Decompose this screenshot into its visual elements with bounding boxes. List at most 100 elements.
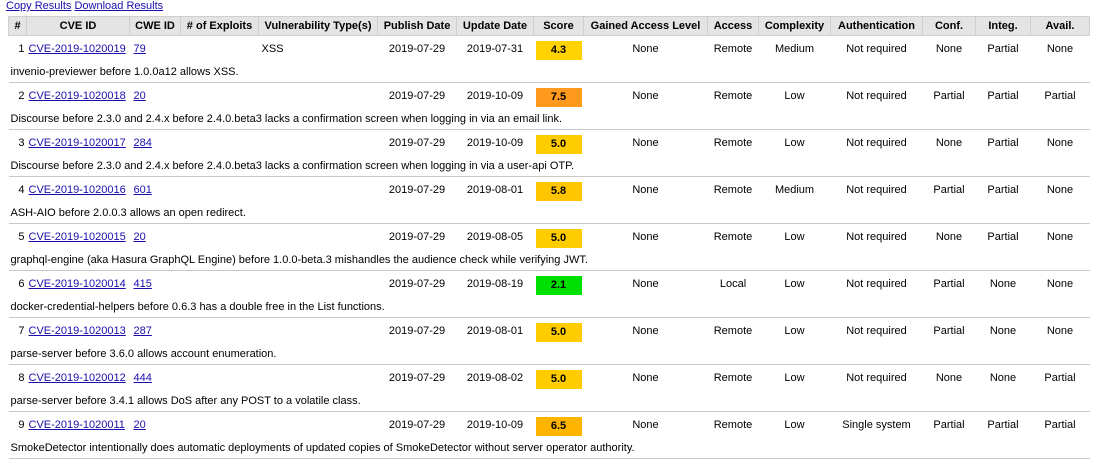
authentication-cell: Not required xyxy=(846,90,907,102)
row-number-cell: 7 xyxy=(18,325,25,337)
description-row: ASH-AIO before 2.0.0.3 allows an open re… xyxy=(8,203,1090,224)
gained-access-level-cell: None xyxy=(632,372,659,384)
update-date-cell: 2019-10-09 xyxy=(466,419,524,431)
table-row: 9 CVE-2019-1020011 20 2019-07-29 2019-10-09 6… xyxy=(9,412,1090,439)
cve-description: invenio-previewer before 1.0.0a12 allows… xyxy=(8,62,1090,83)
score-badge: 5.0 xyxy=(535,370,582,389)
cve-id-link-cell: CVE-2019-1020012 xyxy=(27,365,130,392)
cve-id-link[interactable]: CVE-2019-1020016 xyxy=(28,184,126,196)
cve-id-link-cell: CVE-2019-1020017 xyxy=(27,130,130,157)
description-row: parse-server before 3.6.0 allows account… xyxy=(8,344,1090,365)
cwe-id-link-cell: 20 xyxy=(130,83,181,110)
cwe-id-link[interactable]: 20 xyxy=(133,90,146,102)
vulnerability-type-cell xyxy=(259,412,378,439)
cwe-id-link-cell: 601 xyxy=(130,177,181,204)
cve-id-link[interactable]: CVE-2019-1020015 xyxy=(28,231,126,243)
cve-id-link[interactable]: CVE-2019-1020011 xyxy=(28,419,125,431)
col-header-complexity[interactable]: Complexity xyxy=(758,16,831,36)
score-badge-cell: 4.3 xyxy=(534,36,584,63)
cve-id-link-cell: CVE-2019-1020013 xyxy=(27,318,130,345)
access-complexity-cell: Low xyxy=(784,372,805,384)
score-badge: 5.0 xyxy=(535,135,582,154)
cwe-id-link[interactable]: 287 xyxy=(133,325,152,337)
vulnerability-type-cell xyxy=(259,177,378,204)
confidentiality-impact-cell: None xyxy=(935,137,963,149)
col-header-authentication[interactable]: Authentication xyxy=(830,16,923,36)
cve-id-link[interactable]: CVE-2019-1020012 xyxy=(28,372,126,384)
cve-description: parse-server before 3.6.0 allows account… xyxy=(8,344,1090,365)
table-header-row: # CVE ID CWE ID # of Exploits Vulnerability … xyxy=(8,16,1090,36)
availability-impact-cell: None xyxy=(1046,137,1074,149)
access-complexity-cell: Medium xyxy=(774,184,815,196)
col-header-score[interactable]: Score xyxy=(533,16,584,36)
access-vector-cell: Remote xyxy=(713,90,753,102)
cve-id-link[interactable]: CVE-2019-1020019 xyxy=(28,43,126,55)
cwe-id-link[interactable]: 415 xyxy=(133,278,152,290)
cve-description: Discourse before 2.3.0 and 2.4.x before … xyxy=(8,109,1090,130)
publish-date-cell: 2019-07-29 xyxy=(388,137,446,149)
score-badge: 2.1 xyxy=(535,276,582,295)
col-header-integ[interactable]: Integ. xyxy=(975,16,1031,36)
exploit-count-cell xyxy=(181,318,259,345)
copy-results-link[interactable]: Copy Results xyxy=(6,0,72,12)
vulnerability-type-cell xyxy=(259,83,378,110)
score-badge-cell: 5.0 xyxy=(534,224,584,251)
cwe-id-link[interactable]: 444 xyxy=(133,372,152,384)
update-date-cell: 2019-08-05 xyxy=(466,231,524,243)
cve-description: ASH-AIO before 2.0.0.3 allows an open re… xyxy=(8,203,1090,224)
cwe-id-link[interactable]: 20 xyxy=(133,419,146,431)
col-header-cve-id[interactable]: CVE ID xyxy=(26,16,130,36)
results-toolbar: Copy Results Download Results xyxy=(6,0,163,12)
cve-id-link[interactable]: CVE-2019-1020018 xyxy=(28,90,126,102)
col-header-publish-date[interactable]: Publish Date xyxy=(377,16,457,36)
col-header-number[interactable]: # xyxy=(8,16,27,36)
col-header-exploits[interactable]: # of Exploits xyxy=(180,16,259,36)
cwe-id-link[interactable]: 601 xyxy=(133,184,152,196)
col-header-cwe-id[interactable]: CWE ID xyxy=(129,16,181,36)
table-row: 6 CVE-2019-1020014 415 2019-07-29 2019-08-19… xyxy=(9,271,1090,298)
gained-access-level-cell: None xyxy=(632,231,659,243)
integrity-impact-cell: None xyxy=(989,325,1017,337)
cwe-id-link-cell: 20 xyxy=(130,224,181,251)
row-number-cell: 5 xyxy=(18,231,25,243)
access-complexity-cell: Low xyxy=(784,137,805,149)
update-date-cell: 2019-08-01 xyxy=(466,184,524,196)
score-badge: 5.8 xyxy=(535,182,582,201)
gained-access-level-cell: None xyxy=(632,278,659,290)
description-row: Discourse before 2.3.0 and 2.4.x before … xyxy=(8,156,1090,177)
update-date-cell: 2019-08-19 xyxy=(466,278,524,290)
access-complexity-cell: Low xyxy=(784,90,805,102)
description-row: invenio-previewer before 1.0.0a12 allows… xyxy=(8,62,1090,83)
cwe-id-link[interactable]: 284 xyxy=(133,137,152,149)
col-header-update-date[interactable]: Update Date xyxy=(456,16,534,36)
cve-id-link-cell: CVE-2019-1020016 xyxy=(27,177,130,204)
table-row: 8 CVE-2019-1020012 444 2019-07-29 2019-08-02… xyxy=(9,365,1090,392)
col-header-vuln-type[interactable]: Vulnerability Type(s) xyxy=(258,16,378,36)
exploit-count-cell xyxy=(181,224,259,251)
authentication-cell: Not required xyxy=(846,231,907,243)
score-badge: 5.0 xyxy=(535,323,582,342)
cve-id-link[interactable]: CVE-2019-1020013 xyxy=(28,325,126,337)
col-header-access[interactable]: Access xyxy=(707,16,759,36)
cve-id-link[interactable]: CVE-2019-1020014 xyxy=(28,278,126,290)
col-header-conf[interactable]: Conf. xyxy=(922,16,976,36)
col-header-gained-access[interactable]: Gained Access Level xyxy=(583,16,708,36)
vulnerability-type-cell: XSS xyxy=(261,43,284,55)
confidentiality-impact-cell: None xyxy=(935,43,963,55)
access-complexity-cell: Medium xyxy=(774,43,815,55)
cve-results-table: # CVE ID CWE ID # of Exploits Vulnerability … xyxy=(8,16,1090,459)
authentication-cell: Not required xyxy=(846,43,907,55)
score-badge-cell: 6.5 xyxy=(534,412,584,439)
cve-description: graphql-engine (aka Hasura GraphQL Engin… xyxy=(8,250,1090,271)
exploit-count-cell xyxy=(181,271,259,298)
download-results-link[interactable]: Download Results xyxy=(74,0,164,12)
publish-date-cell: 2019-07-29 xyxy=(388,43,446,55)
cwe-id-link[interactable]: 20 xyxy=(133,231,146,243)
cwe-id-link[interactable]: 79 xyxy=(133,43,146,55)
score-badge: 6.5 xyxy=(535,417,582,436)
access-vector-cell: Remote xyxy=(713,184,753,196)
description-row: Discourse before 2.3.0 and 2.4.x before … xyxy=(8,109,1090,130)
vulnerability-type-cell xyxy=(259,271,378,298)
col-header-avail[interactable]: Avail. xyxy=(1030,16,1090,36)
cve-id-link[interactable]: CVE-2019-1020017 xyxy=(28,137,126,149)
